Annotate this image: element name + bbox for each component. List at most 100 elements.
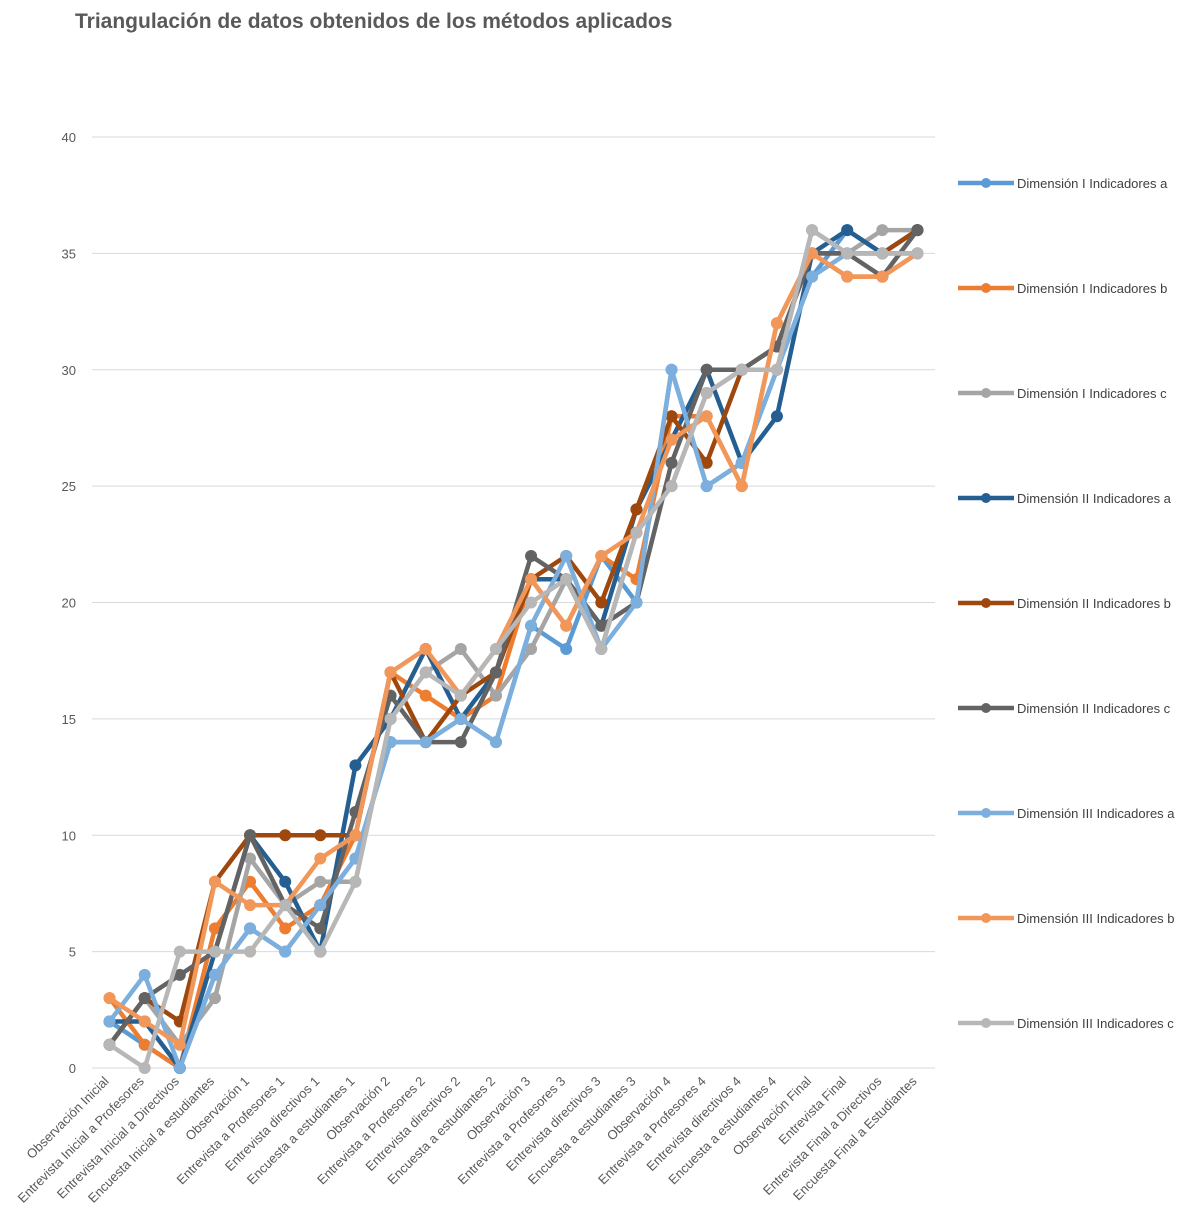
data-point — [279, 899, 292, 912]
y-tick-label: 25 — [62, 479, 76, 494]
data-point — [630, 526, 643, 539]
data-point — [700, 387, 713, 400]
series-line — [107, 251, 918, 1071]
data-point — [244, 829, 257, 842]
data-point — [138, 1038, 151, 1051]
data-point — [419, 643, 432, 656]
legend-marker — [981, 913, 991, 923]
legend-label: Dimensión II Indicadores c — [1017, 701, 1171, 716]
data-point — [314, 875, 327, 888]
data-point — [454, 712, 467, 725]
data-point — [665, 410, 678, 423]
data-point — [173, 1038, 186, 1051]
legend-marker — [981, 1018, 991, 1028]
data-point — [876, 270, 889, 283]
data-point — [244, 899, 257, 912]
data-point — [384, 712, 397, 725]
data-point — [806, 224, 819, 237]
legend-marker — [981, 808, 991, 818]
data-point — [770, 363, 783, 376]
data-point — [279, 875, 292, 888]
y-tick-label: 20 — [62, 596, 76, 611]
data-point — [665, 363, 678, 376]
data-point — [770, 317, 783, 330]
data-point — [525, 549, 538, 562]
data-point — [911, 247, 924, 260]
data-point — [138, 992, 151, 1005]
data-point — [489, 736, 502, 749]
data-point — [525, 596, 538, 609]
data-point — [173, 968, 186, 981]
legend-marker — [981, 598, 991, 608]
data-point — [525, 643, 538, 656]
y-tick-label: 5 — [69, 945, 76, 960]
data-point — [770, 410, 783, 423]
data-point — [279, 829, 292, 842]
series-line — [108, 251, 919, 1047]
data-point — [595, 619, 608, 632]
data-point — [630, 596, 643, 609]
data-point — [806, 270, 819, 283]
data-point — [665, 456, 678, 469]
data-point — [314, 829, 327, 842]
legend-marker — [981, 493, 991, 503]
legend-label: Dimensión I Indicadores b — [1017, 281, 1167, 296]
data-point — [876, 224, 889, 237]
data-point — [208, 945, 221, 958]
data-point — [911, 224, 924, 237]
data-point — [560, 549, 573, 562]
data-point — [489, 689, 502, 702]
data-point — [841, 247, 854, 260]
data-point — [735, 480, 748, 493]
y-tick-label: 10 — [62, 828, 76, 843]
data-point — [525, 619, 538, 632]
y-tick-label: 15 — [62, 712, 76, 727]
legend-label: Dimensión I Indicadores c — [1017, 386, 1167, 401]
data-point — [314, 945, 327, 958]
data-point — [700, 456, 713, 469]
data-point — [103, 992, 116, 1005]
legend-marker — [981, 388, 991, 398]
data-point — [208, 992, 221, 1005]
data-point — [454, 689, 467, 702]
data-point — [208, 968, 221, 981]
y-tick-label: 35 — [62, 246, 76, 261]
data-point — [525, 573, 538, 586]
data-point — [279, 922, 292, 935]
data-point — [349, 829, 362, 842]
y-tick-label: 30 — [62, 363, 76, 378]
data-point — [138, 1062, 151, 1074]
data-point — [630, 503, 643, 516]
data-point — [244, 922, 257, 935]
data-point — [735, 363, 748, 376]
legend-label: Dimensión I Indicadores a — [1017, 176, 1168, 191]
data-point — [173, 945, 186, 958]
data-point — [665, 480, 678, 493]
legend-marker — [981, 283, 991, 293]
data-point — [173, 1062, 186, 1074]
data-point — [384, 666, 397, 679]
data-point — [700, 410, 713, 423]
y-tick-label: 40 — [62, 130, 76, 145]
data-point — [454, 643, 467, 656]
data-point — [103, 1015, 116, 1028]
y-tick-label: 0 — [69, 1061, 76, 1076]
data-point — [138, 968, 151, 981]
data-point — [419, 689, 432, 702]
data-point — [349, 759, 362, 772]
data-point — [841, 270, 854, 283]
data-point — [560, 619, 573, 632]
data-point — [314, 922, 327, 935]
legend-marker — [981, 178, 991, 188]
chart-title: Triangulación de datos obtenidos de los … — [75, 10, 672, 33]
data-point — [489, 643, 502, 656]
data-point — [489, 666, 502, 679]
series-line — [107, 251, 919, 1071]
data-point — [595, 549, 608, 562]
data-point — [665, 433, 678, 446]
data-point — [208, 922, 221, 935]
data-point — [454, 736, 467, 749]
data-point — [138, 1015, 151, 1028]
legend-label: Dimensión II Indicadores b — [1017, 596, 1171, 611]
